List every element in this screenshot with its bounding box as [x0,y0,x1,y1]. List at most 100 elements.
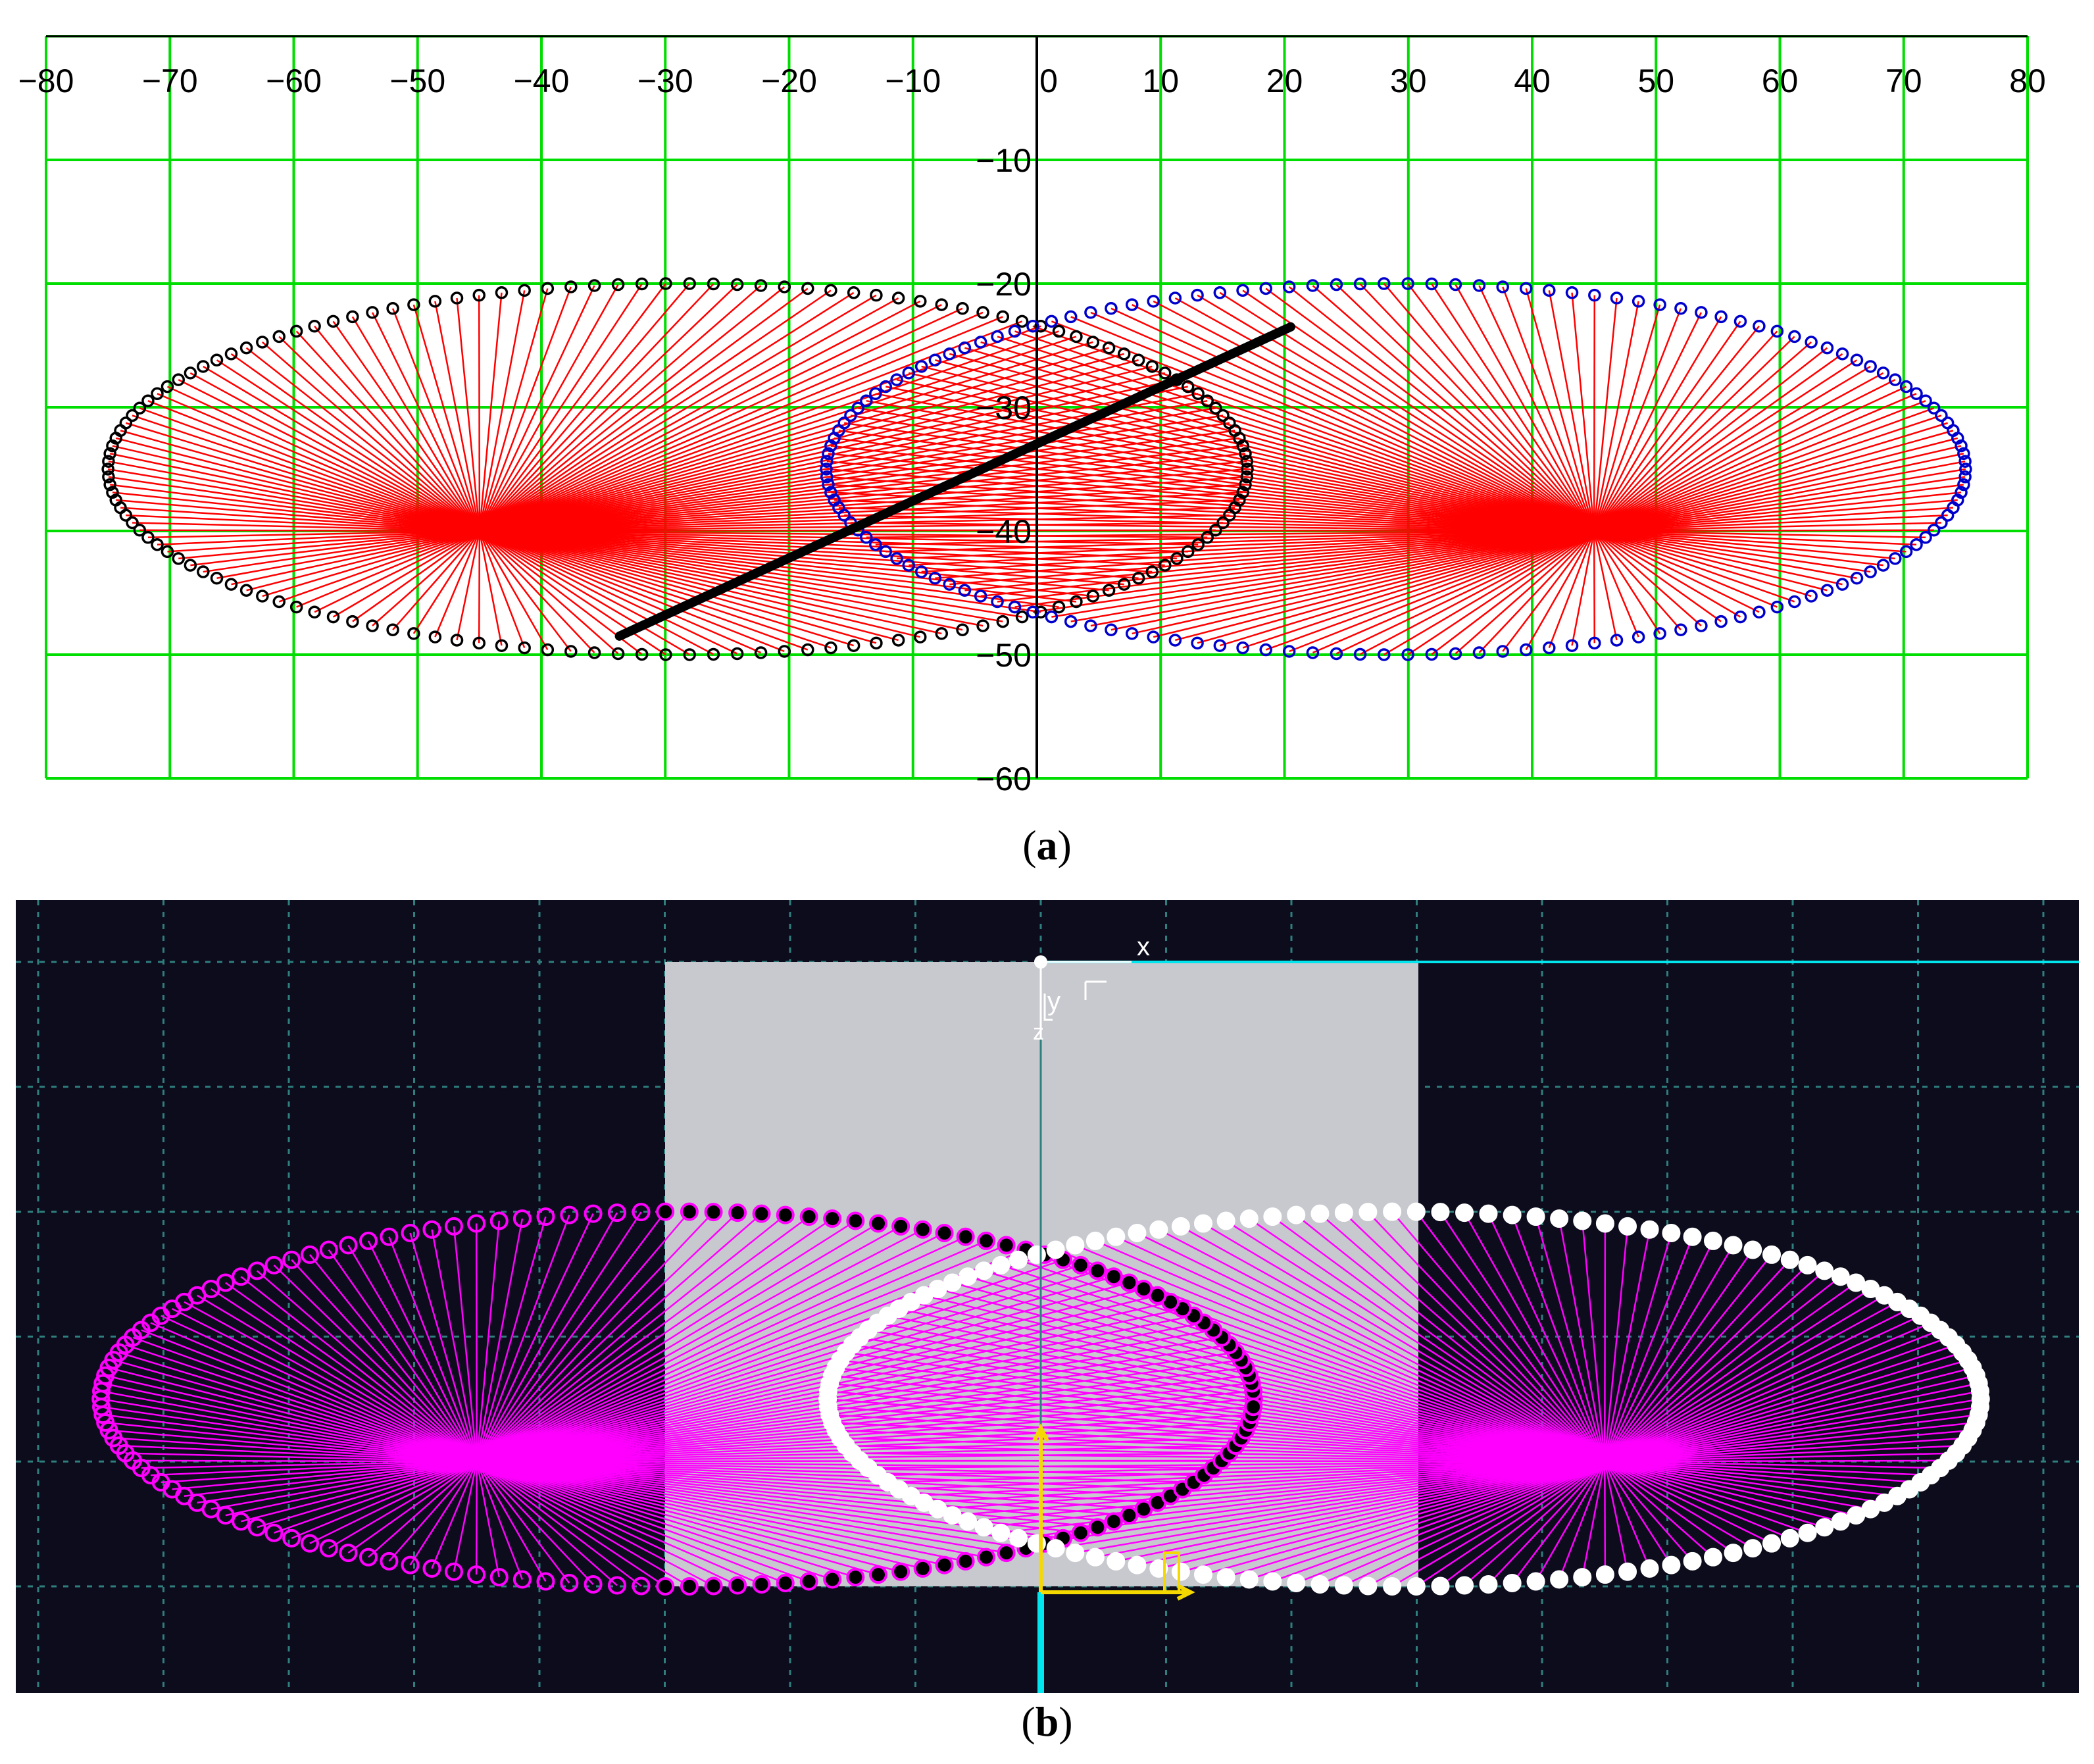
right-loop-point [1496,645,1509,658]
right-loop-point [1334,1576,1353,1595]
left-loop-point [1209,401,1222,415]
ray-line [1593,359,1858,532]
right-loop-point [1610,634,1624,647]
ray-line [937,1460,1605,1510]
ray-line [478,283,691,532]
right-loop-point [879,545,893,559]
right-loop-point [1168,291,1182,305]
ray-line [314,325,480,532]
ray-line [1075,1460,1605,1554]
y-axis-label: y [1047,987,1060,1016]
right-loop-point [1449,278,1462,291]
ray-line [476,1211,666,1462]
ray-line [476,1461,642,1587]
ray-line [1593,400,1926,532]
ray-line [909,530,1595,567]
right-loop-point [1191,288,1204,302]
ray-line [964,530,1595,592]
right-loop-point [1831,1267,1850,1286]
ray-line [1593,460,1966,532]
left-loop-point [386,623,399,636]
right-loop-point [991,1255,1010,1274]
ray-line [834,499,1595,532]
right-loop-point [1472,646,1486,659]
ray-line [885,530,1595,553]
left-loop-point [472,636,486,650]
right-loop-point [1009,1528,1028,1548]
ray-line [980,530,1595,597]
right-loop-point [1496,280,1509,293]
ray-line [1604,1249,1754,1462]
ray-line [197,1460,477,1504]
ray-line [1604,1236,1693,1462]
left-loop-point [914,295,927,308]
ray-line [1594,530,1917,545]
ray-line [1197,530,1595,644]
right-loop-point [1955,486,1968,499]
ray-line [1000,1264,1605,1463]
ray-line [1594,530,1895,560]
right-loop-point [1107,1227,1126,1246]
left-loop-point [1070,595,1083,609]
ray-line [476,1460,1183,1490]
x-tick-label: −40 [514,63,570,99]
right-loop-point [1957,478,1970,491]
right-loop-point [1503,1573,1522,1592]
right-loop-point [1889,552,1902,565]
left-loop-point [584,1575,603,1594]
ray-line [478,530,526,649]
left-loop-point [801,643,814,657]
left-loop-point [1088,1518,1107,1537]
ray-line [1384,530,1595,656]
ray-line [1604,1461,1825,1528]
right-loop-point [860,394,873,407]
ray-line [1604,1322,1932,1463]
left-loop-point [444,1562,463,1581]
ray-line [109,453,480,532]
left-loop-point [489,1568,509,1587]
ray-line [479,530,921,638]
right-loop-point [820,463,833,476]
left-loop-point [659,277,672,290]
ray-line [984,1270,1605,1463]
right-loop-point [1330,278,1343,291]
ray-line [476,1218,524,1462]
ray-line [1605,1437,1968,1463]
right-loop-point [1378,648,1391,661]
ray-line [112,491,480,532]
panel-a: −80 −70 −60 −50 −40 −30 −20 −10 0 10 20 30 40 50 60 70 8… [18,35,2046,869]
x-axis-label: x [1137,932,1150,961]
ray-line [828,1390,1605,1463]
ray-line [1593,312,1703,532]
right-loop-point [1310,1204,1330,1223]
ray-line [1605,1405,1981,1463]
right-loop-point [1618,1562,1637,1581]
ray-line [1535,1216,1606,1462]
left-loop-point [1102,584,1116,597]
left-loop-point [422,1220,441,1239]
ray-line [1604,1367,1973,1463]
ray-line [1159,1460,1605,1570]
ray-line [372,530,480,627]
right-loop-point [1831,1512,1850,1531]
ray-line [456,530,481,641]
right-loop-point [1847,1273,1866,1292]
left-loop-point [1104,1267,1123,1286]
caption-a-letter: a [1036,822,1058,869]
right-loop-point [1573,1211,1592,1230]
ray-line [392,530,480,631]
ray-line [476,1461,500,1578]
ray-line [479,530,877,644]
ray-line [1502,286,1595,532]
ray-line [278,336,480,532]
ray-line [1132,303,1595,532]
right-loop-point [1743,1539,1762,1558]
ray-line [858,529,1595,532]
ray-line [832,1421,1605,1463]
ray-line [1594,507,1954,532]
left-loop-point [101,463,114,476]
left-loop-point [407,627,420,640]
caption-a: (a) [1022,822,1072,869]
right-loop-point [1455,1203,1474,1222]
ray-line [476,1460,1026,1550]
